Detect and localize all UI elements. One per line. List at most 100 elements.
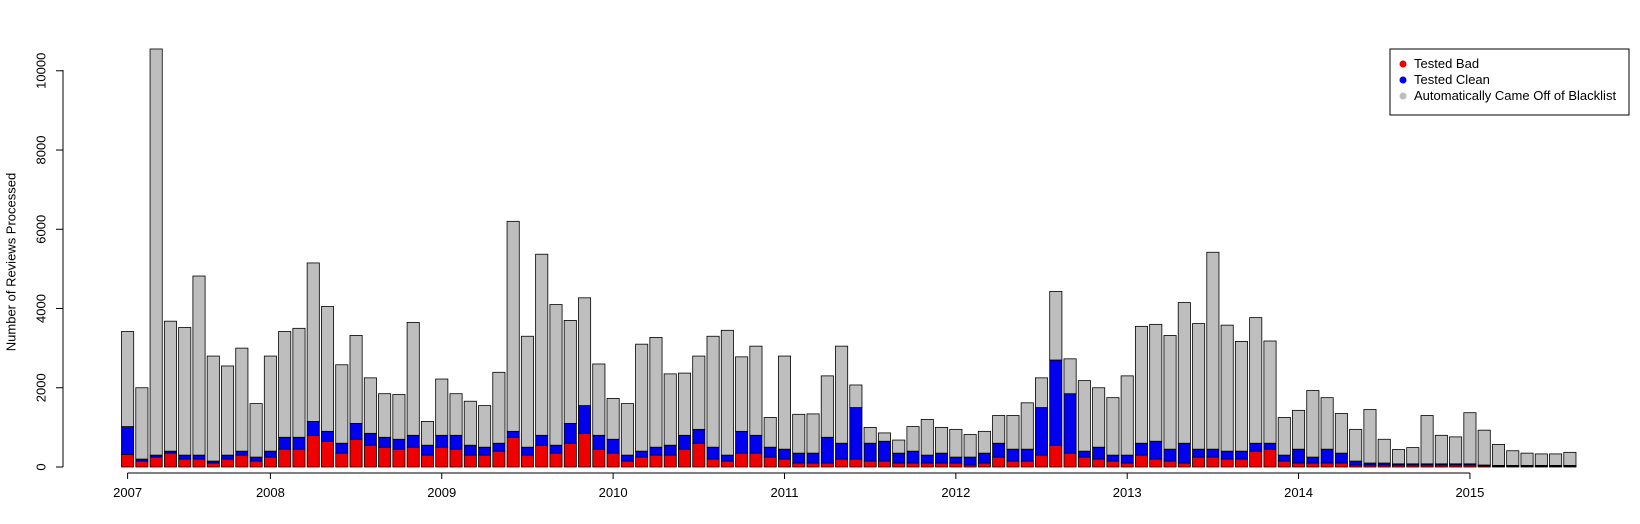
bar-segment-blacklist: [1134, 325, 1148, 444]
bar-segment-blacklist: [263, 355, 277, 452]
bar-segment-tested-bad: [835, 458, 849, 468]
bar-segment-tested-bad: [863, 460, 877, 468]
bar-segment-blacklist: [592, 363, 606, 436]
bar-segment-tested-bad: [378, 446, 392, 468]
bar-segment-tested-clean: [306, 421, 320, 436]
legend-label-blacklist: Automatically Came Off of Blacklist: [1414, 88, 1616, 103]
bar-segment-tested-clean: [1192, 448, 1206, 458]
bar-segment-tested-clean: [1292, 448, 1306, 464]
bar-segment-blacklist: [1234, 340, 1248, 452]
bar-segment-tested-bad: [649, 454, 663, 468]
bar-segment-tested-bad: [406, 446, 420, 468]
bar-segment-blacklist: [192, 275, 206, 456]
bar-segment-tested-clean: [1306, 456, 1320, 464]
bar-segment-tested-bad: [549, 452, 563, 468]
bar-segment-tested-bad: [463, 454, 477, 468]
bar-segment-tested-bad: [335, 452, 349, 468]
bar-segment-tested-bad: [535, 444, 549, 468]
bar-segment-tested-bad: [449, 448, 463, 468]
bar-segment-tested-bad: [1334, 462, 1348, 468]
bar-segment-blacklist: [806, 413, 820, 454]
bar-segment-blacklist: [820, 375, 834, 438]
bar-segment-blacklist: [1549, 453, 1563, 466]
bar-segment-tested-bad: [1177, 462, 1191, 468]
bar-segment-tested-clean: [977, 452, 991, 464]
bar-segment-tested-bad: [178, 458, 192, 468]
x-tick-label: 2009: [427, 485, 456, 500]
bar-segment-tested-bad: [763, 456, 777, 468]
bar-segment-tested-bad: [820, 462, 834, 468]
bar-segment-tested-bad: [1063, 452, 1077, 468]
bar-segment-blacklist: [492, 371, 506, 444]
bar-segment-blacklist: [977, 430, 991, 454]
bar-segment-tested-clean: [1220, 450, 1234, 460]
bar-segment-tested-clean: [492, 442, 506, 452]
bar-segment-tested-clean: [235, 450, 249, 456]
bar-segment-blacklist: [749, 345, 763, 436]
bar-segment-tested-clean: [1006, 448, 1020, 462]
bar-segment-tested-bad: [606, 452, 620, 468]
bar-segment-tested-bad: [1006, 460, 1020, 468]
bar-segment-blacklist: [1163, 335, 1177, 450]
bar-segment-tested-bad: [121, 453, 135, 468]
bar-segment-tested-bad: [492, 450, 506, 468]
bar-segment-blacklist: [235, 347, 249, 452]
bar-segment-blacklist: [606, 398, 620, 440]
bar-segment-tested-bad: [620, 460, 634, 468]
bar-segment-tested-clean: [1277, 454, 1291, 462]
bar-segment-blacklist: [135, 387, 149, 460]
bar-segment-tested-clean: [378, 436, 392, 448]
bar-segment-blacklist: [1563, 451, 1577, 466]
bar-segment-blacklist: [1192, 323, 1206, 450]
bar-segment-tested-bad: [578, 432, 592, 468]
bar-segment-tested-bad: [1134, 454, 1148, 468]
bar-segment-blacklist: [392, 394, 406, 440]
bar-segment-tested-bad: [292, 448, 306, 468]
bar-segment-blacklist: [335, 364, 349, 444]
bar-segment-tested-clean: [1163, 448, 1177, 462]
bar-segment-tested-clean: [678, 434, 692, 450]
bar-segment-blacklist: [1320, 397, 1334, 450]
bar-segment-tested-bad: [392, 448, 406, 468]
bar-segment-tested-bad: [263, 456, 277, 468]
bar-segment-tested-bad: [892, 462, 906, 468]
bar-segment-blacklist: [535, 253, 549, 436]
bar-segment-tested-clean: [649, 446, 663, 456]
bar-segment-tested-bad: [663, 454, 677, 468]
bar-segment-blacklist: [1277, 417, 1291, 456]
y-tick-label: 2000: [33, 373, 48, 402]
bar-segment-tested-clean: [1206, 448, 1220, 458]
bar-segment-tested-bad: [1020, 460, 1034, 468]
bar-segment-tested-bad: [935, 462, 949, 468]
bar-segment-blacklist: [1249, 317, 1263, 444]
legend-marker-tested-bad: [1399, 60, 1407, 68]
bar-segment-tested-clean: [1063, 393, 1077, 454]
bar-segment-blacklist: [777, 355, 791, 450]
bar-segment-tested-bad: [1320, 462, 1334, 468]
bar-segment-blacklist: [863, 426, 877, 444]
bar-segment-tested-bad: [635, 456, 649, 468]
bar-segment-blacklist: [249, 403, 263, 458]
bar-segment-blacklist: [1177, 302, 1191, 444]
bar-segment-tested-clean: [620, 454, 634, 462]
legend-label-tested-clean: Tested Clean: [1414, 72, 1490, 87]
bar-segment-blacklist: [1334, 413, 1348, 454]
bar-segment-tested-clean: [1234, 450, 1248, 460]
bar-segment-tested-bad: [592, 448, 606, 468]
bar-segment-blacklist: [420, 421, 434, 446]
bar-segment-blacklist: [1092, 387, 1106, 448]
bar-segment-tested-clean: [363, 432, 377, 446]
bar-segment-tested-clean: [735, 430, 749, 454]
bar-segment-blacklist: [763, 417, 777, 448]
bar-segment-blacklist: [163, 320, 177, 452]
bar-segment-tested-clean: [520, 446, 534, 456]
bar-segment-tested-clean: [820, 436, 834, 464]
bar-segment-blacklist: [706, 335, 720, 448]
bar-segment-tested-clean: [806, 452, 820, 464]
bar-segment-blacklist: [1120, 375, 1134, 456]
bar-segment-tested-clean: [777, 448, 791, 460]
bar-segment-tested-bad: [1192, 456, 1206, 468]
bar-segment-tested-clean: [1035, 407, 1049, 456]
bar-segment-tested-bad: [1263, 448, 1277, 468]
bar-segment-blacklist: [1534, 453, 1548, 466]
